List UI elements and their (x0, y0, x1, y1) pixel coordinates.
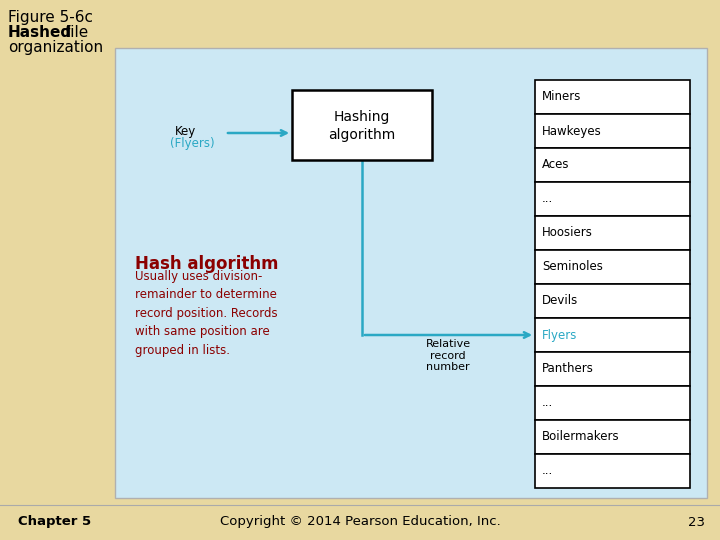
Bar (535, 216, 690, 250)
Bar (535, 318, 690, 352)
Text: Hashed: Hashed (8, 25, 72, 40)
Bar (535, 352, 690, 386)
Text: Chapter 5: Chapter 5 (18, 516, 91, 529)
Bar (535, 80, 690, 114)
Text: file: file (60, 25, 89, 40)
Text: ...: ... (542, 192, 553, 206)
Text: Copyright © 2014 Pearson Education, Inc.: Copyright © 2014 Pearson Education, Inc. (220, 516, 500, 529)
Text: Hash algorithm: Hash algorithm (135, 255, 279, 273)
Text: Boilermakers: Boilermakers (542, 430, 620, 443)
Bar (535, 454, 690, 488)
Text: organization: organization (8, 40, 103, 55)
Text: 23: 23 (688, 516, 705, 529)
Text: Devils: Devils (542, 294, 578, 307)
Text: Hawkeyes: Hawkeyes (542, 125, 602, 138)
Text: Relative
record
number: Relative record number (426, 339, 471, 372)
Text: Usually uses division-
remainder to determine
record position. Records
with same: Usually uses division- remainder to dete… (135, 270, 278, 357)
Text: (Flyers): (Flyers) (170, 137, 215, 150)
Bar (535, 114, 690, 148)
Text: algorithm: algorithm (328, 129, 395, 143)
Text: Panthers: Panthers (542, 362, 594, 375)
Bar (535, 250, 690, 284)
Text: Hoosiers: Hoosiers (542, 226, 593, 240)
Bar (535, 182, 690, 216)
Bar (535, 284, 690, 318)
Bar (115, 48, 707, 498)
Bar (535, 386, 690, 420)
Text: Flyers: Flyers (542, 328, 577, 341)
Text: Aces: Aces (542, 159, 570, 172)
Text: Hashing: Hashing (334, 110, 390, 124)
Text: Key: Key (175, 125, 197, 138)
Text: Miners: Miners (542, 91, 581, 104)
Bar (292, 90, 432, 160)
Bar (535, 420, 690, 454)
Bar (535, 148, 690, 182)
Text: Figure 5-6c: Figure 5-6c (8, 10, 93, 25)
Text: ...: ... (542, 396, 553, 409)
Text: ...: ... (542, 464, 553, 477)
Text: Seminoles: Seminoles (542, 260, 603, 273)
